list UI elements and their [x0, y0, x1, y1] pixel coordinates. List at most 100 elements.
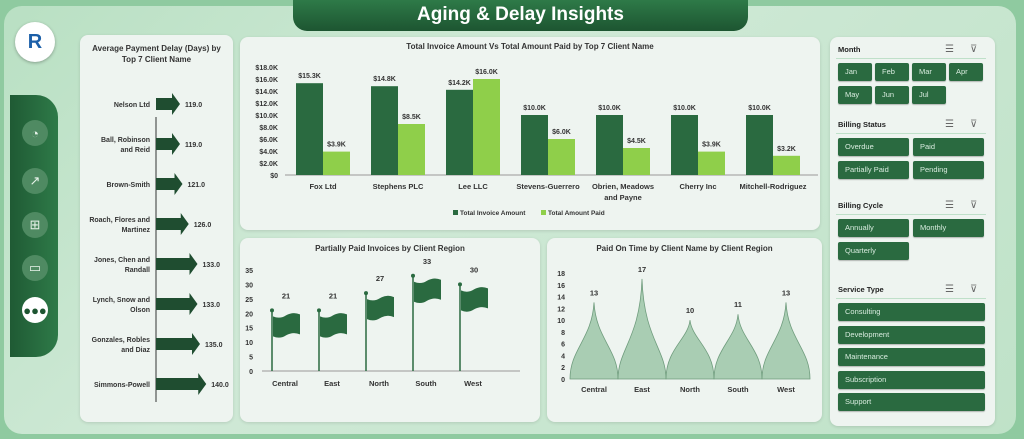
data-label: 119.0 [185, 142, 202, 149]
people-icon[interactable]: ●●● [22, 297, 48, 323]
data-label: 33 [423, 257, 431, 266]
slicer-item-jul[interactable]: Jul [912, 85, 946, 104]
clear-filter-icon[interactable]: ⊽ [970, 44, 978, 55]
slicer-item-support[interactable]: Support [838, 393, 985, 411]
data-label: 30 [470, 265, 478, 274]
slicer-item-subscription[interactable]: Subscription [838, 370, 985, 389]
multi-select-icon[interactable]: ☰ [945, 284, 954, 295]
arrow-bar [156, 293, 198, 315]
bar [371, 86, 398, 175]
slicer-item-quarterly[interactable]: Quarterly [838, 241, 909, 260]
y-tick-label: $0 [270, 173, 278, 180]
y-tick-label: 18 [557, 271, 565, 278]
x-tick-label: Central [272, 379, 298, 388]
data-label: $10.0K [673, 105, 696, 112]
slicer-item-overdue[interactable]: Overdue [838, 138, 909, 156]
line-chart-icon[interactable]: ↗ [22, 168, 48, 194]
data-label: $14.2K [448, 80, 471, 87]
x-tick-label: Lee LLC [458, 182, 488, 191]
multi-select-icon[interactable]: ☰ [945, 119, 954, 130]
slicer-item-pending[interactable]: Pending [913, 160, 984, 179]
x-tick-label: South [727, 385, 749, 394]
slicer-item-monthly[interactable]: Monthly [913, 219, 984, 237]
clear-filter-icon[interactable]: ⊽ [970, 284, 978, 295]
chart-title: Total Invoice Amount Vs Total Amount Pai… [406, 42, 654, 51]
data-label: 13 [590, 288, 598, 297]
slicer-item-consulting[interactable]: Consulting [838, 303, 985, 321]
arrow-bar [156, 373, 207, 395]
data-label: $16.0K [475, 69, 498, 76]
data-label: $10.0K [748, 105, 771, 112]
bar [548, 139, 575, 175]
slicer-item-partially-paid[interactable]: Partially Paid [838, 160, 909, 179]
data-label: $8.5K [402, 114, 421, 121]
y-tick-label: 20 [245, 311, 253, 318]
y-tick-label: $4.0K [259, 149, 278, 156]
paid-on-time-panel: Paid On Time by Client Name by Client Re… [547, 238, 822, 422]
hierarchy-icon[interactable]: ⊞ [22, 212, 48, 238]
slicer-title: Service Type [838, 285, 884, 294]
bar [398, 124, 425, 175]
data-label: $10.0K [523, 105, 546, 112]
slicer-item-jan[interactable]: Jan [838, 63, 872, 81]
legend-swatch [541, 210, 546, 215]
data-label: $15.3K [298, 73, 321, 80]
partially-paid-chart: 0 5 10 15 20 25 30 35 21 Central 21 East 27 North 33 So… [245, 257, 520, 388]
category-label: Roach, Flores and Martinez [89, 217, 150, 234]
x-tick-label: West [464, 379, 482, 388]
slicer-item-development[interactable]: Development [838, 325, 985, 344]
data-label: 119.0 [185, 102, 202, 109]
spike [761, 302, 811, 380]
invoice-vs-paid-panel: Total Invoice Amount Vs Total Amount Pai… [240, 37, 820, 230]
y-tick-label: 2 [561, 365, 565, 372]
flag [320, 313, 347, 338]
y-tick-label: $6.0K [259, 137, 278, 144]
multi-select-icon[interactable]: ☰ [945, 200, 954, 211]
flag-pole-top [317, 308, 321, 313]
multi-select-icon[interactable]: ☰ [945, 44, 954, 55]
slicer-item-paid[interactable]: Paid [913, 138, 984, 156]
flag-pole-top [364, 291, 368, 296]
y-tick-label: 12 [557, 306, 565, 313]
clear-filter-icon[interactable]: ⊽ [970, 119, 978, 130]
chart-title: Average Payment Delay (Days) by Top 7 Cl… [92, 44, 221, 64]
payment-delay-panel: Average Payment Delay (Days) by Top 7 Cl… [80, 35, 233, 422]
invoice-vs-paid-chart: $0 $2.0K $4.0K $6.0K $8.0K $10.0K $12.0K $14.0K… [255, 65, 818, 217]
slicer-item-jun[interactable]: Jun [875, 85, 909, 104]
y-tick-label: $16.0K [255, 77, 278, 84]
data-label: 17 [638, 265, 646, 274]
x-tick-label: North [680, 385, 700, 394]
slicer-item-maintenance[interactable]: Maintenance [838, 348, 985, 366]
chart-title: Paid On Time by Client Name by Client Re… [596, 244, 773, 253]
x-tick-label: East [634, 385, 650, 394]
bar [473, 79, 500, 175]
flag [414, 278, 441, 304]
arrow-bar [156, 93, 180, 115]
data-label: $3.9K [702, 142, 721, 149]
y-tick-label: 0 [561, 377, 565, 384]
y-tick-label: 4 [561, 353, 565, 360]
slicer-item-feb[interactable]: Feb [875, 63, 909, 81]
slicer-item-apr[interactable]: Apr [949, 63, 983, 81]
y-tick-label: 30 [245, 282, 253, 289]
bar [623, 148, 650, 175]
arrow-bar [156, 333, 200, 355]
clear-filter-icon[interactable]: ⊽ [970, 200, 978, 211]
data-label: 11 [734, 300, 742, 309]
spike [665, 320, 715, 380]
spike [617, 278, 667, 380]
data-label: 13 [782, 288, 790, 297]
presentation-chart-icon[interactable]: ◔ [22, 120, 48, 146]
money-icon[interactable]: ▭ [22, 255, 48, 281]
slicer-item-mar[interactable]: Mar [912, 63, 946, 81]
slicer-item-may[interactable]: May [838, 85, 872, 104]
spike [569, 302, 619, 380]
x-tick-label: Central [581, 385, 607, 394]
slicer-item-annually[interactable]: Annually [838, 219, 909, 237]
data-label: 21 [282, 291, 290, 300]
category-label: Gonzales, Robles and Diaz [92, 337, 151, 354]
x-tick-label: West [777, 385, 795, 394]
slicer-title: Month [838, 45, 861, 54]
y-tick-label: 8 [561, 330, 565, 337]
y-tick-label: 35 [245, 268, 253, 275]
